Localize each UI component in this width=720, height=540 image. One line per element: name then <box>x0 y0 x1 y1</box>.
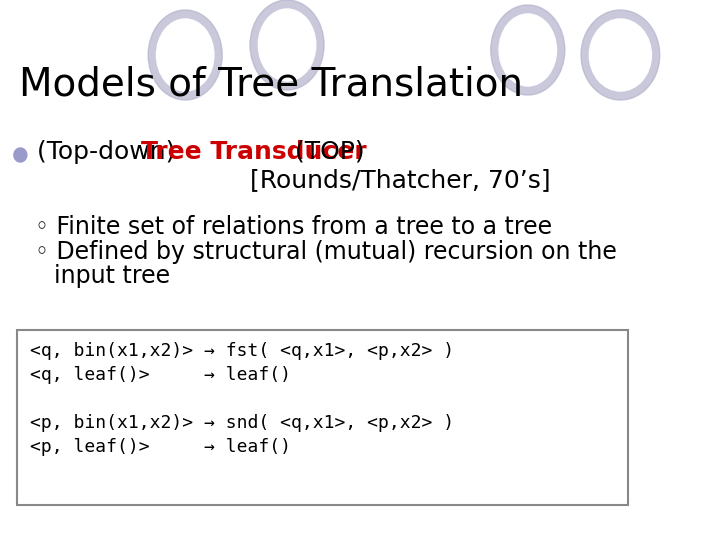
Ellipse shape <box>148 10 222 100</box>
Text: <q, leaf()>     → leaf(): <q, leaf()> → leaf() <box>30 366 291 384</box>
Text: (TOP): (TOP) <box>287 140 364 164</box>
Ellipse shape <box>156 19 214 91</box>
Text: ◦ Defined by structural (mutual) recursion on the: ◦ Defined by structural (mutual) recursi… <box>35 240 617 264</box>
Text: [Rounds/Thatcher, 70’s]: [Rounds/Thatcher, 70’s] <box>250 168 551 192</box>
Text: Tree Transducer: Tree Transducer <box>141 140 366 164</box>
Text: <p, leaf()>     → leaf(): <p, leaf()> → leaf() <box>30 438 291 456</box>
Text: ◦ Finite set of relations from a tree to a tree: ◦ Finite set of relations from a tree to… <box>35 215 552 239</box>
Text: (Top-down): (Top-down) <box>37 140 184 164</box>
Ellipse shape <box>590 19 652 91</box>
Ellipse shape <box>499 14 557 86</box>
Text: <p, bin(x1,x2)> → snd( <q,x1>, <p,x2> ): <p, bin(x1,x2)> → snd( <q,x1>, <p,x2> ) <box>30 414 454 432</box>
Text: <q, bin(x1,x2)> → fst( <q,x1>, <p,x2> ): <q, bin(x1,x2)> → fst( <q,x1>, <p,x2> ) <box>30 342 454 360</box>
Ellipse shape <box>258 9 316 81</box>
Ellipse shape <box>581 10 660 100</box>
Text: Models of Tree Translation: Models of Tree Translation <box>19 65 523 103</box>
Circle shape <box>14 148 27 162</box>
Text: input tree: input tree <box>54 264 170 288</box>
Ellipse shape <box>250 0 324 90</box>
FancyBboxPatch shape <box>17 330 628 505</box>
Ellipse shape <box>491 5 564 95</box>
